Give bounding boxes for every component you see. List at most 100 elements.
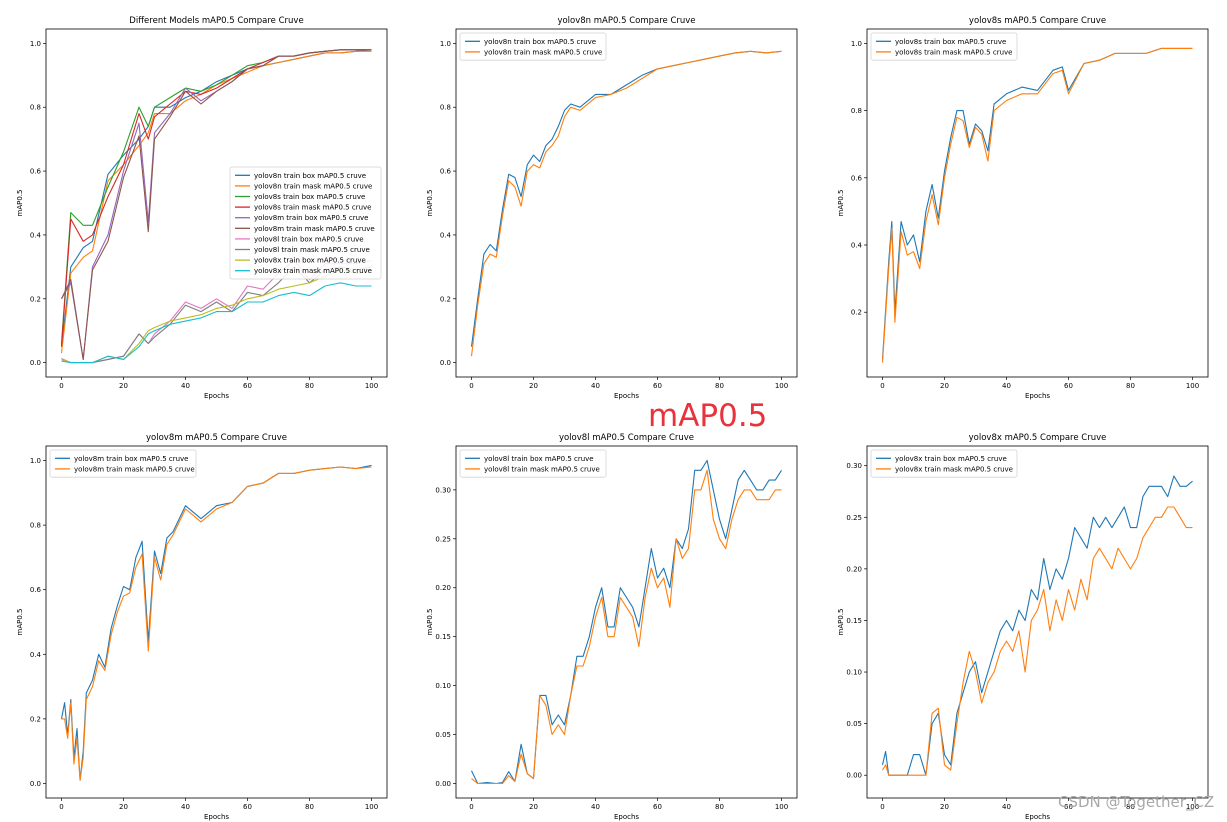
x-tick-label: 20 <box>119 803 128 811</box>
y-tick-label: 0.6 <box>30 586 42 594</box>
x-tick-label: 100 <box>775 382 788 390</box>
x-tick-label: 100 <box>775 803 788 811</box>
legend-entry: yolov8n train box mAP0.5 cruve <box>254 172 366 180</box>
chart-title: yolov8l mAP0.5 Compare Cruve <box>559 433 694 443</box>
x-tick-label: 60 <box>653 803 662 811</box>
chart-1: yolov8n mAP0.5 Compare Cruve 0 20 40 60 80 100… <box>426 16 798 400</box>
x-tick-label: 100 <box>1186 382 1199 390</box>
legend-box <box>459 449 607 478</box>
series-line-1 <box>881 47 1193 363</box>
y-tick-label: 0.25 <box>846 514 862 522</box>
chart-5: yolov8x mAP0.5 Compare Cruve 0 20 40 60 80 100… <box>837 433 1209 821</box>
y-tick-label: 0.05 <box>435 731 451 739</box>
section-label: mAP0.5 <box>648 398 768 434</box>
y-axis-label: mAP0.5 <box>837 609 845 636</box>
y-tick-label: 0.15 <box>435 633 451 641</box>
legend: yolov8x train box mAP0.5 cruve yolov8x tr… <box>870 449 1018 478</box>
legend-box <box>49 449 197 478</box>
axes-frame <box>866 445 1209 799</box>
x-axis-label: Epochs <box>614 392 639 400</box>
y-tick-label: 0.20 <box>846 565 862 573</box>
x-tick-label: 100 <box>1186 803 1199 811</box>
series-line-5 <box>61 49 372 360</box>
y-tick-label: 0.2 <box>851 309 862 317</box>
y-tick-label: 0.2 <box>30 715 41 723</box>
legend-entry: yolov8l train mask mAP0.5 cruve <box>484 465 600 473</box>
chart-3: yolov8m mAP0.5 Compare Cruve 0 20 40 60 80 100… <box>16 433 388 821</box>
x-tick-label: 100 <box>365 803 378 811</box>
y-tick-label: 0.6 <box>851 174 863 182</box>
y-tick-label: 1.0 <box>30 457 41 465</box>
legend: yolov8l train box mAP0.5 cruve yolov8l tr… <box>459 449 607 478</box>
y-tick-label: 0.0 <box>30 780 41 788</box>
y-tick-label: 0.4 <box>30 231 42 239</box>
y-tick-label: 1.0 <box>851 40 862 48</box>
x-tick-label: 80 <box>715 803 724 811</box>
x-tick-label: 40 <box>591 382 600 390</box>
legend: yolov8n train box mAP0.5 cruve yolov8n tr… <box>459 32 607 61</box>
x-tick-label: 100 <box>365 382 378 390</box>
y-tick-label: 0.2 <box>440 295 451 303</box>
series-line-9 <box>61 282 372 364</box>
legend-entry: yolov8m train mask mAP0.5 cruve <box>254 225 375 233</box>
legend-entry: yolov8l train mask mAP0.5 cruve <box>254 246 370 254</box>
x-tick-label: 60 <box>1064 803 1073 811</box>
chart-title: yolov8s mAP0.5 Compare Cruve <box>969 16 1106 26</box>
legend: yolov8n train box mAP0.5 cruve yolov8n tr… <box>229 166 382 280</box>
series-line-7 <box>61 266 372 364</box>
x-tick-label: 20 <box>119 382 128 390</box>
y-tick-label: 0.8 <box>30 522 41 530</box>
legend-entry: yolov8n train mask mAP0.5 cruve <box>254 182 372 190</box>
x-tick-label: 0 <box>880 803 884 811</box>
x-tick-label: 40 <box>591 803 600 811</box>
y-tick-label: 0.20 <box>435 584 451 592</box>
y-axis-label: mAP0.5 <box>426 190 434 217</box>
x-axis-label: Epochs <box>204 813 229 821</box>
y-tick-label: 0.2 <box>30 295 41 303</box>
y-axis-label: mAP0.5 <box>16 609 24 636</box>
x-tick-label: 40 <box>1002 382 1011 390</box>
x-tick-label: 80 <box>1126 803 1135 811</box>
axes-frame <box>455 445 798 799</box>
chart-2: yolov8s mAP0.5 Compare Cruve 0 20 40 60 80 100… <box>837 16 1209 400</box>
watermark: CSDN @Together_CZ <box>1058 793 1215 811</box>
legend-entry: yolov8s train box mAP0.5 cruve <box>254 193 365 201</box>
series-line-0 <box>60 464 372 781</box>
y-tick-label: 0.4 <box>30 651 42 659</box>
series-line-1 <box>61 466 372 781</box>
y-tick-label: 0.05 <box>846 720 862 728</box>
legend-box <box>459 32 607 61</box>
legend-box <box>229 166 382 280</box>
axes-frame <box>455 28 798 378</box>
x-tick-label: 20 <box>529 803 538 811</box>
x-tick-label: 20 <box>940 803 949 811</box>
y-axis-label: mAP0.5 <box>426 609 434 636</box>
y-tick-label: 1.0 <box>440 40 451 48</box>
series-line-1 <box>882 506 1193 776</box>
x-tick-label: 20 <box>529 382 538 390</box>
x-tick-label: 40 <box>181 803 190 811</box>
legend-entry: yolov8l train box mAP0.5 cruve <box>254 235 364 243</box>
y-tick-label: 0.8 <box>440 104 451 112</box>
legend-box <box>870 32 1018 61</box>
y-tick-label: 0.15 <box>846 617 862 625</box>
legend-entry: yolov8x train mask mAP0.5 cruve <box>895 465 1013 473</box>
chart-title: Different Models mAP0.5 Compare Cruve <box>129 16 303 26</box>
x-tick-label: 60 <box>1064 382 1073 390</box>
chart-0: Different Models mAP0.5 Compare Cruve 0 20… <box>16 16 388 400</box>
chart-title: yolov8m mAP0.5 Compare Cruve <box>146 433 287 443</box>
x-axis-label: Epochs <box>204 392 229 400</box>
y-tick-label: 1.0 <box>30 40 41 48</box>
y-tick-label: 0.6 <box>440 168 452 176</box>
axes-frame <box>45 28 388 378</box>
y-tick-label: 0.00 <box>435 780 451 788</box>
series-line-8 <box>61 269 372 364</box>
legend-entry: yolov8x train box mAP0.5 cruve <box>254 257 366 265</box>
y-tick-label: 0.8 <box>851 107 862 115</box>
x-axis-label: Epochs <box>614 813 639 821</box>
y-tick-label: 0.10 <box>846 669 862 677</box>
x-tick-label: 0 <box>469 382 473 390</box>
y-tick-label: 0.0 <box>30 359 41 367</box>
x-tick-label: 60 <box>243 803 252 811</box>
series-line-1 <box>470 50 782 357</box>
